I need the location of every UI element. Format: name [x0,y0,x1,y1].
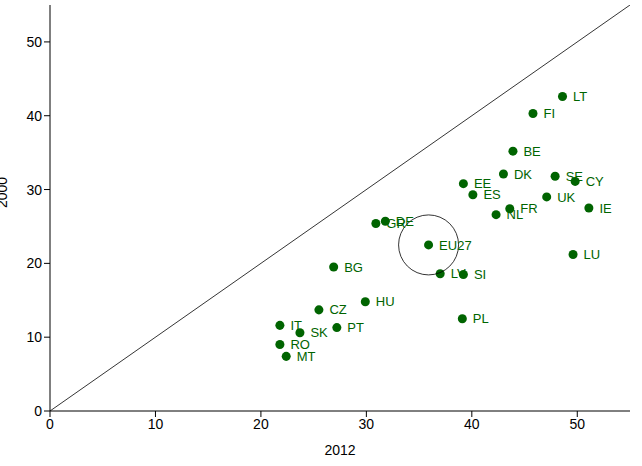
svg-text:EE: EE [473,176,492,192]
svg-text:IT: IT [290,318,302,333]
svg-text:2000: 2000 [8,177,10,208]
svg-text:SK: SK [310,325,328,340]
svg-text:CZ: CZ [329,302,346,317]
svg-text:SI: SI [474,267,486,282]
svg-text:BE: BE [523,144,541,159]
svg-text:BG: BG [344,260,363,275]
svg-text:HU: HU [376,294,395,309]
svg-text:GR: GR [386,216,406,231]
svg-text:10: 10 [26,329,42,345]
svg-text:30: 30 [26,182,42,198]
svg-text:50: 50 [26,34,42,50]
svg-text:FI: FI [543,106,555,121]
svg-text:FR: FR [520,201,538,217]
svg-text:PL: PL [473,311,489,326]
svg-text:LT: LT [573,89,587,104]
svg-text:CY: CY [586,174,604,189]
svg-text:EU27: EU27 [439,238,472,253]
svg-text:DK: DK [514,167,532,182]
svg-text:MT: MT [297,349,316,364]
svg-text:40: 40 [464,416,480,432]
svg-text:PT: PT [347,320,364,335]
svg-text:RO: RO [290,337,310,353]
svg-text:20: 20 [26,255,42,271]
svg-text:0: 0 [34,403,42,419]
svg-text:50: 50 [569,416,585,432]
svg-text:LV: LV [451,266,466,281]
svg-text:IE: IE [599,201,612,216]
svg-text:30: 30 [359,416,375,432]
svg-text:LU: LU [584,247,601,262]
svg-text:40: 40 [26,108,42,124]
svg-text:SE: SE [566,169,584,184]
svg-text:0: 0 [46,416,54,432]
svg-text:10: 10 [148,416,164,432]
svg-text:NL: NL [507,207,524,222]
svg-text:UK: UK [557,190,575,205]
svg-text:2012: 2012 [324,442,355,458]
svg-text:ES: ES [483,187,501,202]
svg-text:20: 20 [253,416,269,432]
